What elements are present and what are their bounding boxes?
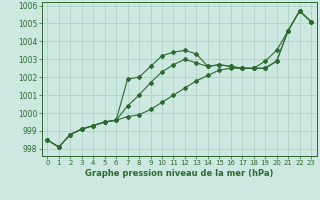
X-axis label: Graphe pression niveau de la mer (hPa): Graphe pression niveau de la mer (hPa) xyxy=(85,169,273,178)
